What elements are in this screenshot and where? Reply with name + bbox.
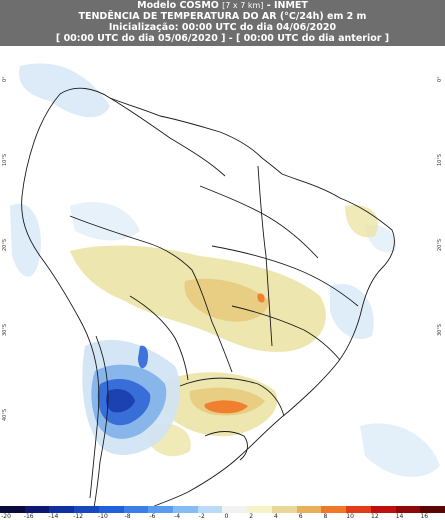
color-scale-label: 12 (371, 513, 379, 520)
color-scale-label: 2 (249, 513, 254, 520)
color-scale-swatch (197, 506, 223, 513)
color-scale-label: -14 (48, 513, 59, 520)
color-scale-swatch (296, 506, 322, 513)
temperature-tendency-field (10, 63, 440, 477)
color-scale-swatch (222, 506, 248, 513)
uruguay-border (204, 431, 248, 461)
color-scale-label: 6 (298, 513, 303, 520)
color-scale-label: -6 (149, 513, 156, 520)
south-america-coastline (59, 87, 395, 508)
color-scale-label: 10 (346, 513, 354, 520)
color-scale-label: -20 (1, 513, 11, 520)
color-scale-swatch (271, 506, 297, 513)
political-borders (21, 87, 395, 508)
lat-label-right-10s: 10°S (437, 154, 443, 166)
color-scale-label: -4 (174, 513, 181, 520)
west-coastline (21, 93, 100, 499)
cool-area-andes-streak (138, 345, 149, 369)
lat-grid-labels: 0° 10°S 20°S 30°S 40°S 0° 10°S 20°S 30°S (2, 76, 443, 421)
cool-area-north-ocean (19, 63, 111, 118)
institution-name: - INMET (266, 0, 308, 11)
color-scale-label: 4 (274, 513, 278, 520)
lat-label-30s: 30°S (2, 324, 8, 336)
color-scale-label: 8 (323, 513, 328, 520)
color-scale-swatch (346, 506, 371, 513)
color-scale-swatch (24, 506, 50, 513)
color-scale-swatch (98, 506, 124, 513)
lat-label-right-20s: 20°S (437, 239, 443, 251)
color-scale-swatch (0, 506, 25, 513)
lat-label-0: 0° (2, 76, 8, 82)
color-scale-label: 14 (395, 513, 404, 520)
cool-area-east-coast (330, 284, 374, 340)
warm-area-mato-grosso (184, 278, 270, 322)
brazil-interior-state-1 (199, 185, 319, 259)
color-scale-swatches (0, 506, 445, 513)
color-scale-label: -10 (97, 513, 108, 520)
cool-area-andes-north (10, 203, 41, 277)
model-resolution: [7 x 7 km] (222, 1, 264, 10)
lat-label-20s: 20°S (2, 239, 8, 251)
map-canvas: 0° 10°S 20°S 30°S 40°S 0° 10°S 20°S 30°S (0, 46, 445, 508)
color-scale-swatch (123, 506, 149, 513)
color-scale-label: -2 (198, 513, 205, 520)
brazil-north-border (109, 97, 226, 177)
warm-area-northeast (345, 205, 379, 238)
color-scale-label: -16 (23, 513, 34, 520)
color-scale-swatch (321, 506, 347, 513)
hot-spot-sao-paulo (204, 400, 248, 414)
brazil-interior-state-2 (211, 245, 359, 307)
color-scale-label: 0 (224, 513, 229, 520)
color-scale-swatch (395, 506, 421, 513)
map-header: Modelo COSMO [7 x 7 km] - INMET TENDÊNCI… (0, 0, 445, 46)
color-scale-swatch (370, 506, 396, 513)
header-line-1: Modelo COSMO [7 x 7 km] - INMET (0, 0, 445, 11)
map-title: TENDÊNCIA DE TEMPERATURA DO AR (°C/24h) … (78, 11, 367, 22)
brazil-west-border (69, 215, 233, 373)
color-scale-label: 16 (420, 513, 429, 520)
color-scale-swatch (247, 506, 272, 513)
lat-label-right-30s: 30°S (437, 324, 443, 336)
model-name: Modelo COSMO (137, 0, 219, 11)
color-scale-swatch (148, 506, 174, 513)
lat-label-right-0: 0° (437, 76, 443, 82)
lat-label-10s: 10°S (2, 154, 8, 166)
color-scale-swatch (173, 506, 198, 513)
color-scale-label: -8 (124, 513, 131, 520)
color-scale-swatch (420, 506, 445, 513)
color-scale-labels: -20 -16 -14 -12 -10 -8 -6 -4 -2 0 2 4 6 8 10 12 14 16 (0, 513, 445, 520)
brazil-interior-state-4 (257, 165, 273, 347)
brazil-south-border (179, 377, 285, 417)
cool-area-argentina-deep (105, 389, 135, 413)
initialization-time: Inicialização: 00:00 UTC do dia 04/06/20… (108, 22, 337, 33)
paraguay-bolivia-border (129, 295, 189, 381)
color-scale-swatch (49, 506, 75, 513)
color-scale-swatch (74, 506, 99, 513)
brazil-interior-state-3 (231, 305, 341, 361)
cool-area-west-amazon (70, 202, 140, 241)
valid-period: [ 00:00 UTC do dia 05/06/2020 ] - [ 00:0… (55, 33, 390, 44)
color-scale: -20 -16 -14 -12 -10 -8 -6 -4 -2 0 2 4 6 8 10 12 14 16 (0, 506, 445, 520)
lat-label-40s: 40°S (2, 409, 8, 421)
hot-spot-mato-grosso (257, 293, 265, 303)
color-scale-label: -12 (73, 513, 84, 520)
cool-area-atlantic-south (360, 423, 440, 477)
argentina-chile-border (93, 335, 109, 508)
